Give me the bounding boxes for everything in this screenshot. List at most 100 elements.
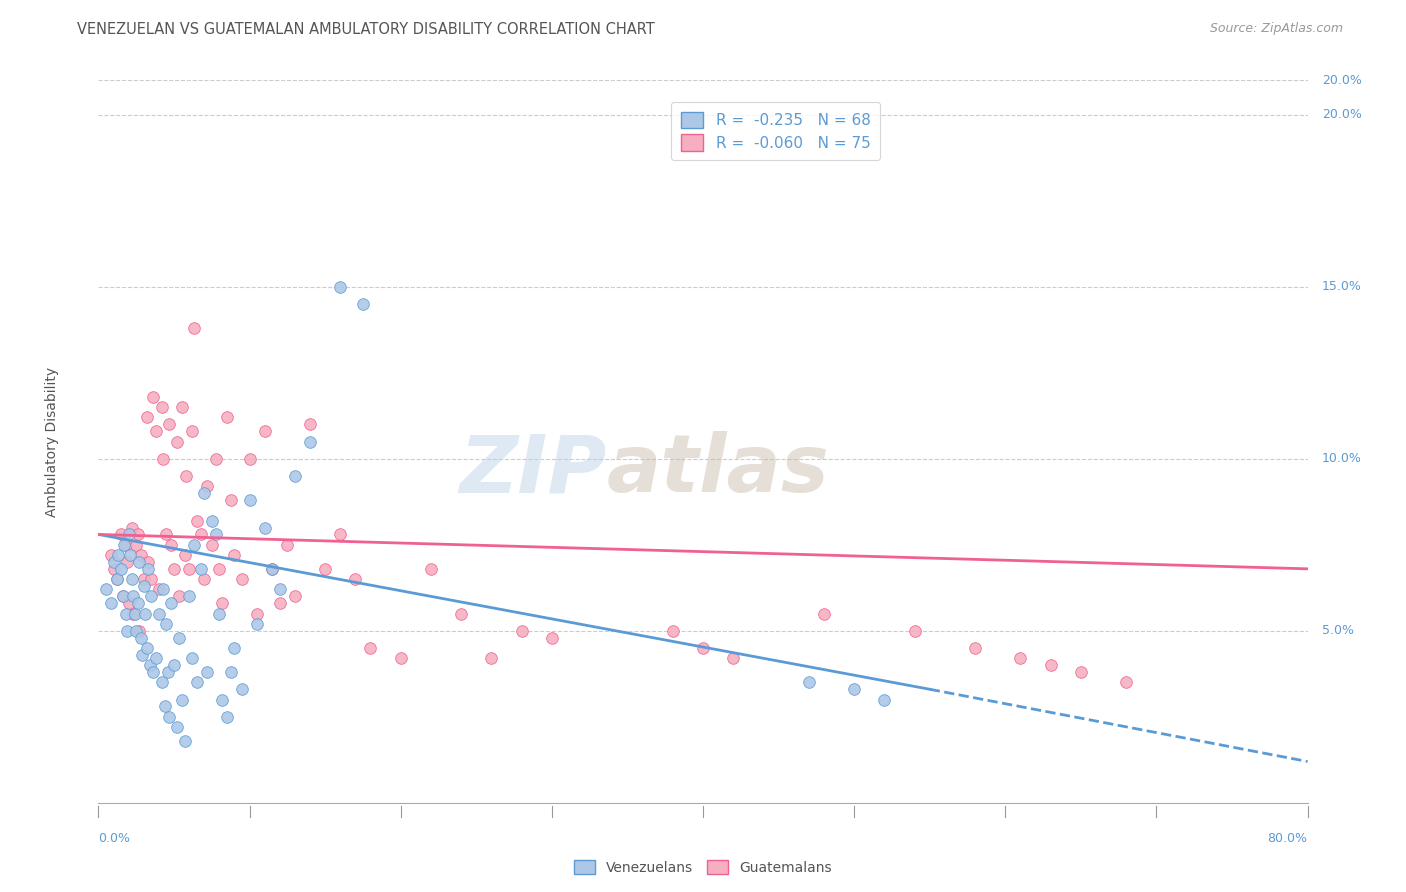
Point — [190, 562, 212, 576]
Point — [481, 651, 503, 665]
Point — [224, 640, 246, 655]
Point — [152, 582, 174, 597]
Point — [159, 417, 181, 432]
Point — [110, 527, 132, 541]
Point — [181, 651, 204, 665]
Point — [450, 607, 472, 621]
Point — [114, 607, 136, 621]
Point — [201, 538, 224, 552]
Point — [329, 527, 352, 541]
Point — [136, 562, 159, 576]
Point — [179, 562, 201, 576]
Point — [94, 582, 117, 597]
Point — [121, 572, 143, 586]
Point — [129, 548, 152, 562]
Text: 20.0%: 20.0% — [1322, 74, 1362, 87]
Point — [1070, 665, 1092, 679]
Point — [208, 607, 231, 621]
Point — [159, 710, 181, 724]
Point — [179, 590, 201, 604]
Point — [205, 527, 228, 541]
Point — [127, 527, 149, 541]
Point — [141, 590, 163, 604]
Point — [389, 651, 412, 665]
Point — [262, 562, 284, 576]
Point — [150, 675, 173, 690]
Point — [150, 400, 173, 414]
Point — [723, 651, 745, 665]
Point — [100, 596, 122, 610]
Point — [167, 590, 190, 604]
Point — [201, 514, 224, 528]
Point — [103, 562, 125, 576]
Point — [100, 548, 122, 562]
Point — [120, 548, 142, 562]
Point — [152, 451, 174, 466]
Point — [276, 538, 298, 552]
Point — [128, 555, 150, 569]
Point — [135, 640, 157, 655]
Point — [904, 624, 927, 638]
Point — [221, 493, 243, 508]
Point — [239, 451, 262, 466]
Point — [844, 682, 866, 697]
Text: 80.0%: 80.0% — [1268, 831, 1308, 845]
Point — [186, 675, 208, 690]
Point — [1010, 651, 1032, 665]
Point — [246, 607, 269, 621]
Point — [156, 665, 179, 679]
Point — [510, 624, 533, 638]
Point — [797, 675, 820, 690]
Text: 20.0%: 20.0% — [1322, 108, 1362, 121]
Point — [129, 631, 152, 645]
Point — [121, 520, 143, 534]
Point — [115, 555, 138, 569]
Point — [195, 479, 218, 493]
Point — [125, 624, 148, 638]
Point — [193, 486, 215, 500]
Point — [153, 699, 176, 714]
Point — [269, 596, 291, 610]
Text: ZIP: ZIP — [458, 432, 606, 509]
Point — [170, 400, 193, 414]
Point — [211, 596, 233, 610]
Point — [344, 572, 367, 586]
Point — [262, 562, 284, 576]
Point — [231, 572, 253, 586]
Point — [145, 651, 167, 665]
Point — [155, 616, 177, 631]
Point — [231, 682, 253, 697]
Point — [145, 424, 167, 438]
Point — [205, 451, 228, 466]
Legend: R =  -0.235   N = 68, R =  -0.060   N = 75: R = -0.235 N = 68, R = -0.060 N = 75 — [672, 103, 880, 161]
Point — [103, 555, 125, 569]
Point — [148, 582, 170, 597]
Text: Ambulatory Disability: Ambulatory Disability — [45, 367, 59, 516]
Point — [142, 390, 165, 404]
Point — [284, 469, 307, 483]
Text: 5.0%: 5.0% — [1322, 624, 1354, 637]
Point — [107, 548, 129, 562]
Point — [183, 321, 205, 335]
Point — [166, 434, 188, 449]
Point — [163, 658, 186, 673]
Point — [183, 538, 205, 552]
Point — [118, 527, 141, 541]
Text: 0.0%: 0.0% — [98, 831, 131, 845]
Point — [253, 424, 276, 438]
Point — [128, 624, 150, 638]
Point — [135, 410, 157, 425]
Point — [105, 572, 128, 586]
Text: Source: ZipAtlas.com: Source: ZipAtlas.com — [1209, 22, 1343, 36]
Point — [105, 572, 128, 586]
Point — [141, 572, 163, 586]
Point — [873, 692, 896, 706]
Point — [181, 424, 204, 438]
Point — [111, 590, 134, 604]
Point — [163, 562, 186, 576]
Point — [540, 631, 562, 645]
Point — [122, 607, 145, 621]
Point — [1039, 658, 1062, 673]
Text: 10.0%: 10.0% — [1322, 452, 1362, 466]
Point — [139, 658, 162, 673]
